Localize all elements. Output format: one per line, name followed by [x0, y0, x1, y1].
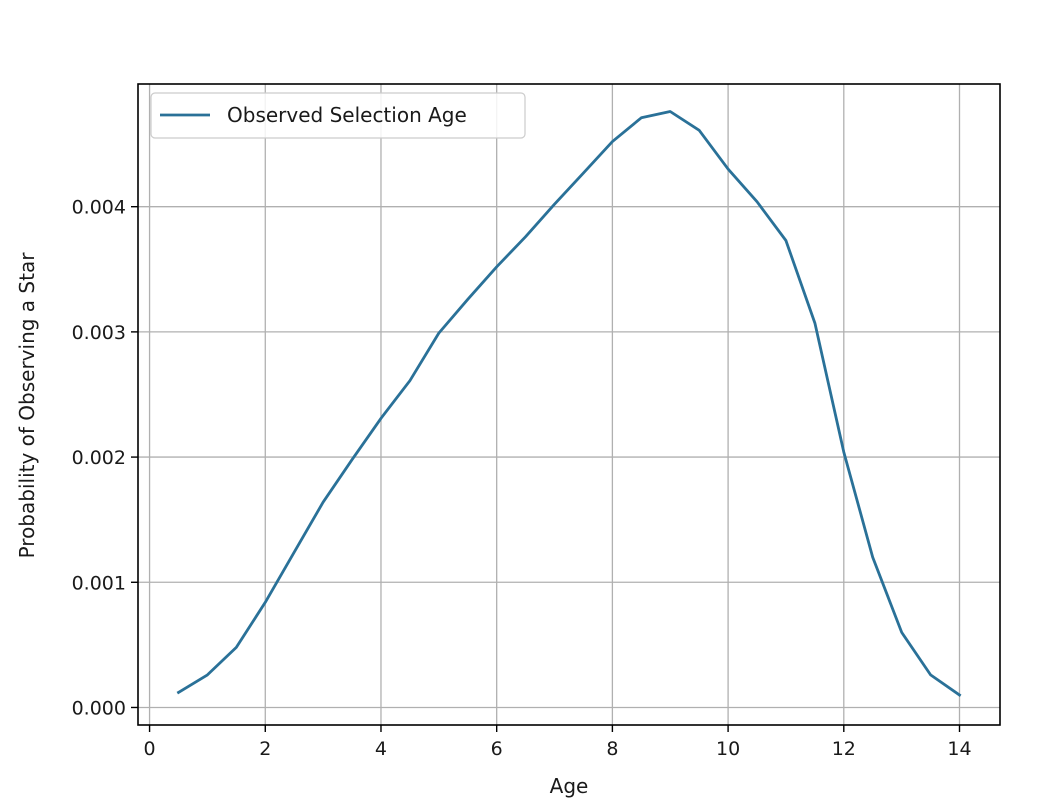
x-tick-label: 2	[259, 738, 271, 760]
y-tick-label: 0.003	[72, 322, 126, 344]
y-tick-label: 0.001	[72, 572, 126, 594]
x-axis-label: Age	[550, 774, 589, 798]
x-tick-label: 0	[144, 738, 156, 760]
legend-box	[150, 92, 526, 139]
series-layer	[176, 110, 962, 697]
grid	[138, 84, 1000, 725]
x-tick-label: 6	[491, 738, 503, 760]
x-tick-label: 10	[716, 738, 740, 760]
y-axis-label: Probability of Observing a Star	[15, 252, 39, 559]
y-axis: 0.000 0.001 0.002 0.003 0.004	[72, 197, 138, 719]
legend-label: Observed Selection Age	[227, 103, 467, 127]
plot-frame	[137, 83, 1001, 726]
x-axis: 0 2 4 6 8 10 12 14	[144, 725, 972, 760]
x-tick-label: 14	[947, 738, 971, 760]
x-tick-label: 4	[375, 738, 387, 760]
y-tick-label: 0.000	[72, 697, 126, 719]
x-tick-label: 8	[606, 738, 618, 760]
series-line-0	[176, 110, 962, 697]
y-tick-label: 0.002	[72, 447, 126, 469]
legend: Observed Selection Age	[150, 92, 526, 139]
y-tick-label: 0.004	[72, 197, 126, 219]
x-tick-label: 12	[832, 738, 856, 760]
